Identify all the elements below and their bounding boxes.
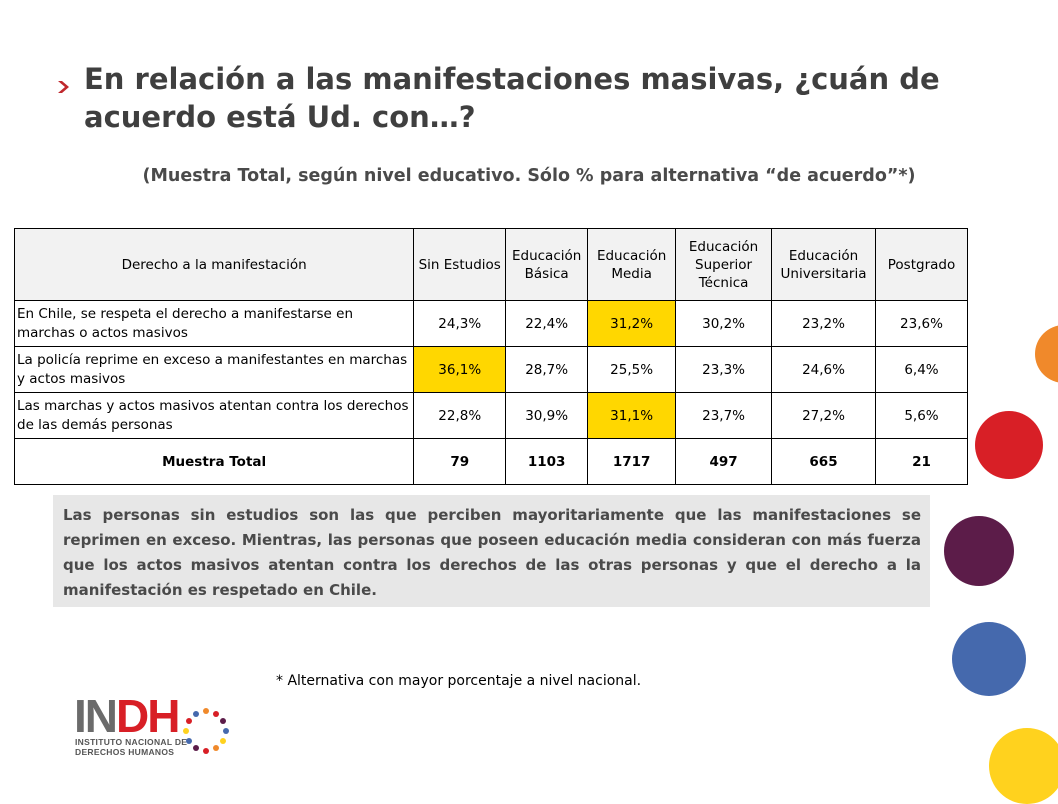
table-header-cell: Sin Estudios [413,228,507,301]
logo-wordmark: INDH [74,690,180,742]
chevron-right-icon [58,81,69,93]
table-cell: 22,8% [413,392,507,439]
total-cell: 497 [675,438,773,485]
decorative-circle-purple [944,516,1014,586]
table-cell: 24,3% [413,300,507,347]
table-cell: 25,5% [587,346,677,393]
table-cell: 23,7% [675,392,773,439]
table-header-cell: Educación Superior Técnica [675,228,773,301]
table-cell: 23,6% [874,300,969,347]
slide-title: En relación a las manifestaciones masiva… [84,62,940,134]
table-cell: 23,3% [675,346,773,393]
table-cell: 23,2% [771,300,876,347]
total-cell: 1103 [505,438,589,485]
row-label: En Chile, se respeta el derecho a manife… [13,300,415,347]
total-cell: 665 [771,438,876,485]
total-cell: 79 [413,438,507,485]
table-cell: 27,2% [771,392,876,439]
table-total-row: Muestra Total 79 1103 1717 497 665 21 [13,438,969,485]
total-cell: 1717 [587,438,677,485]
table-header-cell: Postgrado [874,228,969,301]
table-cell: 5,6% [874,392,969,439]
table-cell: 30,9% [505,392,589,439]
slide-subtitle: (Muestra Total, según nivel educativo. S… [142,166,916,186]
table-header-cell: Derecho a la manifestación [13,228,415,301]
decorative-circle-blue [952,622,1026,696]
table-cell: 22,4% [505,300,589,347]
decorative-circle-red [975,411,1043,479]
table-cell: 30,2% [675,300,773,347]
table-header-row: Derecho a la manifestación Sin Estudios … [13,228,969,301]
table-cell: 6,4% [874,346,969,393]
total-cell: 21 [874,438,969,485]
summary-box: Las personas sin estudios son las que pe… [53,495,930,607]
row-label: La policía reprime en exceso a manifesta… [13,346,415,393]
logo-subtitle-line2: DERECHOS HUMANOS [75,747,175,757]
table-header-cell: Educación Básica [505,228,589,301]
table-cell: 24,6% [771,346,876,393]
table-row: La policía reprime en exceso a manifesta… [13,346,969,393]
row-label: Las marchas y actos masivos atentan cont… [13,392,415,439]
decorative-circle-yellow [989,728,1058,804]
decorative-circle-orange [1035,325,1058,383]
table-cell-highlighted: 31,1% [587,392,677,439]
footnote: * Alternativa con mayor porcentaje a niv… [276,673,642,689]
results-table: Derecho a la manifestación Sin Estudios … [13,228,969,485]
table-header-cell: Educación Media [587,228,677,301]
table-header-cell: Educación Universitaria [771,228,876,301]
table-cell: 28,7% [505,346,589,393]
logo-subtitle-line1: INSTITUTO NACIONAL DE [75,737,188,747]
table-cell-highlighted: 31,2% [587,300,677,347]
indh-logo: INDH INSTITUTO NACIONAL DE DERECHOS HUMA… [74,693,234,759]
table-cell-highlighted: 36,1% [413,346,507,393]
table-row: En Chile, se respeta el derecho a manife… [13,300,969,347]
table-row: Las marchas y actos masivos atentan cont… [13,392,969,439]
total-label: Muestra Total [13,438,415,485]
logo-dots-icon [183,708,229,754]
